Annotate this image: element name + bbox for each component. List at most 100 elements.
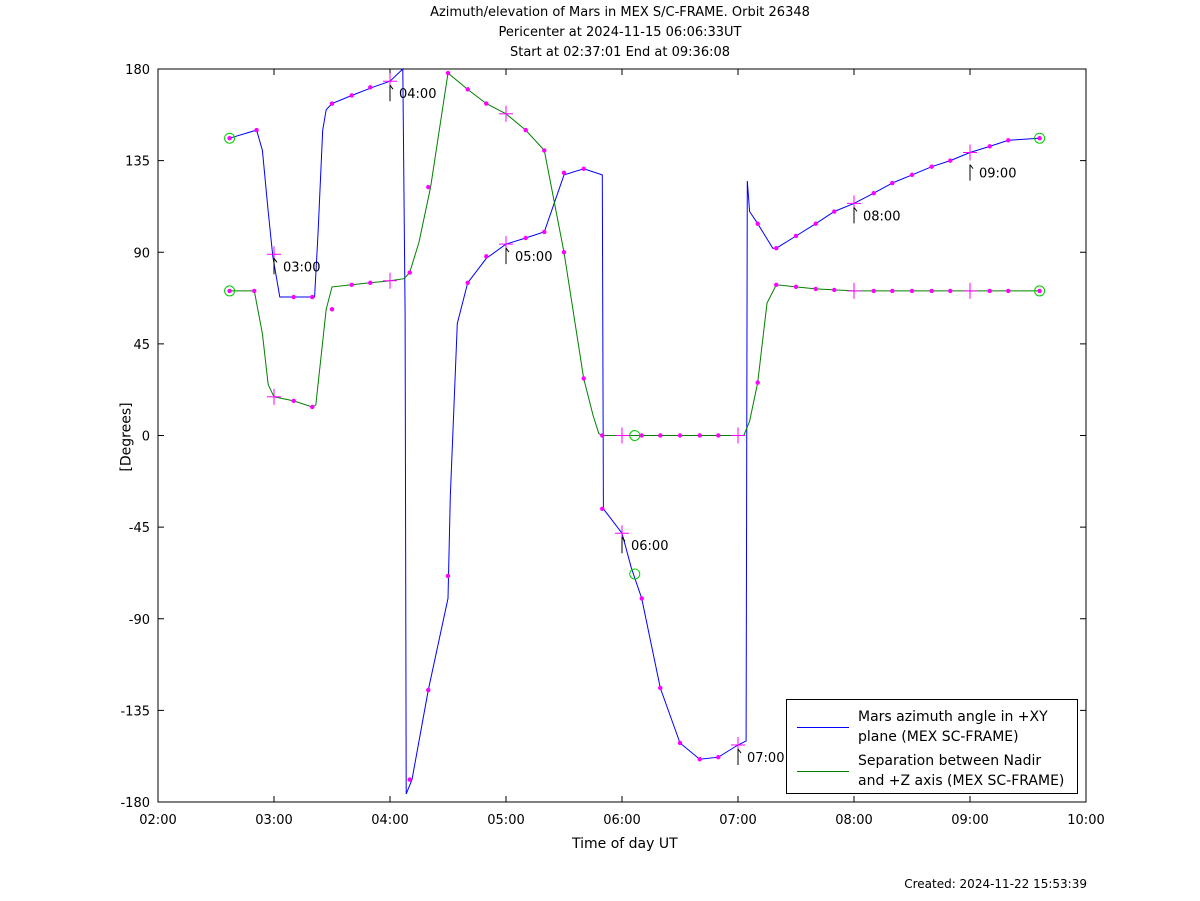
hour-cross-marker	[731, 427, 745, 444]
annotation-label: 09:00	[979, 167, 1016, 182]
y-tick-label: 45	[133, 338, 150, 353]
data-point-marker	[832, 287, 837, 293]
data-point-marker	[948, 158, 953, 163]
endpoint-circle-marker	[629, 430, 641, 441]
data-point-marker	[426, 687, 431, 693]
x-tick-label: 06:00	[603, 813, 640, 828]
y-tick-label: 0	[142, 430, 150, 445]
data-point-marker	[445, 70, 451, 76]
x-tick-label: 03:00	[255, 813, 292, 828]
data-point-marker	[523, 127, 528, 133]
data-point-marker	[561, 250, 567, 255]
data-point-marker	[677, 740, 683, 746]
legend-item-azimuth: Mars azimuth angle in +XY plane (MEX SC-…	[787, 707, 1077, 747]
chart-subtitle-start-end: Start at 02:37:01 End at 09:36:08	[509, 45, 731, 60]
legend-azimuth-line1: Mars azimuth angle in +XY	[858, 709, 1048, 725]
x-tick-label: 10:00	[1067, 813, 1104, 828]
data-point-marker	[227, 288, 232, 294]
data-point-marker	[871, 288, 876, 294]
data-point-marker	[349, 282, 354, 288]
created-timestamp: Created: 2024-11-22 15:53:39	[904, 877, 1087, 891]
y-tick-label: 135	[125, 155, 150, 170]
annotation-label: 03:00	[283, 260, 320, 275]
annotation-arrowhead	[273, 257, 278, 263]
data-point-marker	[716, 755, 721, 760]
endpoint-circle-marker	[629, 568, 641, 580]
x-tick-label: 09:00	[951, 813, 988, 828]
data-point-marker	[677, 433, 683, 438]
data-point-marker	[254, 127, 259, 133]
data-point-marker	[793, 233, 799, 239]
annotation-label: 04:00	[399, 87, 436, 102]
data-point-marker	[349, 93, 354, 98]
data-point-marker	[774, 245, 779, 251]
data-point-marker	[600, 506, 605, 511]
hour-cross-marker	[383, 272, 397, 289]
data-point-marker	[909, 288, 915, 294]
chart-title: Azimuth/elevation of Mars in MEX S/C-FRA…	[430, 5, 810, 20]
data-point-marker	[368, 280, 373, 285]
chart-subtitle-pericenter: Pericenter at 2024-11-15 06:06:33UT	[498, 25, 742, 40]
legend-separation-line2: and +Z axis (MEX SC-FRAME)	[858, 773, 1065, 789]
data-point-marker	[1037, 136, 1042, 141]
annotation-arrowhead	[389, 84, 394, 90]
data-point-marker	[581, 376, 586, 381]
y-tick-label: -45	[129, 521, 150, 536]
y-tick-label: -90	[129, 613, 150, 628]
data-point-marker	[755, 221, 760, 226]
y-tick-label: -135	[120, 704, 150, 719]
data-point-marker	[542, 229, 547, 235]
data-point-marker	[832, 209, 837, 214]
data-point-marker	[890, 180, 895, 186]
data-point-marker	[426, 184, 431, 190]
data-point-marker	[890, 288, 895, 294]
data-point-marker	[658, 433, 663, 438]
data-point-marker	[465, 87, 470, 92]
series-markers	[224, 70, 1046, 782]
data-point-marker	[600, 433, 605, 438]
hour-annotation: 08:00	[853, 207, 900, 224]
x-axis-label: Time of day UT	[572, 836, 678, 852]
data-point-marker	[291, 294, 296, 300]
y-tick-label: 90	[133, 246, 150, 261]
legend-item-separation: Separation between Nadir and +Z axis (ME…	[787, 751, 1077, 791]
data-point-marker	[948, 288, 953, 294]
legend: Mars azimuth angle in +XY plane (MEX SC-…	[786, 699, 1078, 794]
y-tick-label: -180	[120, 796, 150, 811]
annotation-label: 08:00	[863, 209, 900, 224]
data-point-marker	[484, 254, 489, 259]
data-point-marker	[581, 166, 586, 171]
hour-annotation: 07:00	[737, 748, 784, 766]
data-point-marker	[987, 144, 992, 149]
endpoint-circle-marker	[224, 132, 236, 144]
hour-cross-marker	[847, 282, 861, 299]
data-point-marker	[871, 191, 876, 196]
legend-azimuth-line2: plane (MEX SC-FRAME)	[858, 729, 1019, 745]
y-tick-label: 180	[125, 63, 150, 78]
data-point-marker	[523, 235, 528, 241]
x-tick-label: 08:00	[835, 813, 872, 828]
data-point-marker	[909, 172, 915, 178]
data-point-marker	[1006, 288, 1011, 294]
endpoint-circle-marker	[224, 285, 236, 297]
legend-separation-line1: Separation between Nadir	[858, 753, 1042, 769]
data-point-marker	[813, 221, 818, 226]
annotation-label: 06:00	[631, 539, 668, 554]
data-point-marker	[1006, 138, 1011, 143]
hour-annotation: 04:00	[389, 84, 436, 102]
hour-annotation: 09:00	[969, 164, 1016, 182]
data-point-marker	[774, 282, 779, 288]
data-point-marker	[639, 596, 644, 601]
annotation-arrowhead	[505, 247, 510, 253]
data-point-marker	[1037, 288, 1042, 294]
data-point-marker	[658, 685, 663, 691]
data-point-marker	[716, 433, 721, 438]
data-point-marker	[407, 270, 412, 275]
data-point-marker	[291, 398, 296, 404]
data-point-marker	[227, 136, 232, 141]
hour-annotation: 05:00	[505, 247, 552, 265]
data-point-marker	[639, 433, 644, 438]
data-point-marker	[368, 85, 373, 90]
data-point-marker	[987, 288, 992, 294]
annotation-label: 05:00	[515, 250, 552, 265]
